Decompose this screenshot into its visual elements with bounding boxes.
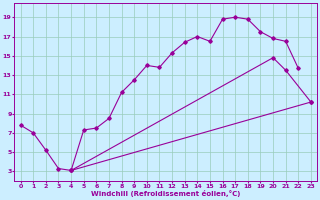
- X-axis label: Windchill (Refroidissement éolien,°C): Windchill (Refroidissement éolien,°C): [91, 190, 240, 197]
